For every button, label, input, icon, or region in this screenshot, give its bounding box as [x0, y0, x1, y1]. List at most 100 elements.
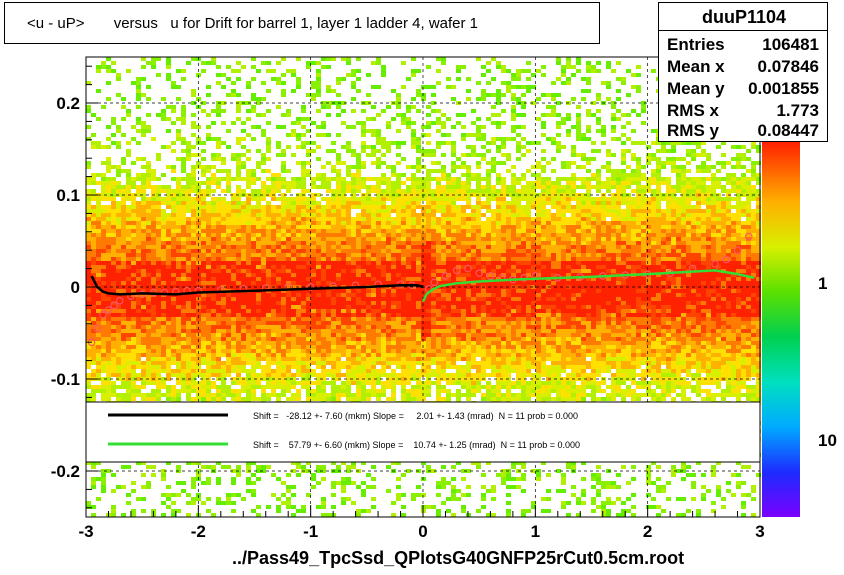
- heatmap-cell: [421, 265, 426, 269]
- heatmap-cell: [196, 293, 201, 297]
- heatmap-cell: [401, 369, 406, 373]
- heatmap-cell: [341, 385, 346, 389]
- heatmap-cell: [326, 289, 331, 293]
- heatmap-cell: [166, 397, 171, 401]
- heatmap-cell: [281, 205, 286, 209]
- heatmap-cell: [186, 361, 191, 365]
- heatmap-cell: [361, 205, 366, 209]
- heatmap-cell: [236, 117, 241, 121]
- heatmap-cell: [246, 85, 251, 89]
- heatmap-cell: [101, 353, 106, 357]
- heatmap-cell: [186, 373, 191, 377]
- heatmap-cell: [356, 305, 361, 309]
- heatmap-cell: [181, 253, 186, 257]
- heatmap-cell: [361, 329, 366, 333]
- heatmap-cell: [156, 185, 161, 189]
- heatmap-cell: [171, 373, 176, 377]
- heatmap-cell: [161, 233, 166, 237]
- heatmap-cell: [251, 325, 256, 329]
- heatmap-cell: [191, 241, 196, 245]
- heatmap-cell: [421, 237, 426, 241]
- heatmap-cell: [196, 209, 201, 213]
- heatmap-cell: [331, 225, 336, 229]
- heatmap-cell: [221, 205, 226, 209]
- heatmap-cell: [256, 101, 261, 105]
- heatmap-cell: [426, 381, 431, 385]
- heatmap-cell: [116, 125, 121, 129]
- heatmap-cell: [106, 313, 111, 317]
- heatmap-cell: [271, 385, 276, 389]
- heatmap-cell: [426, 337, 431, 341]
- heatmap-cell: [146, 221, 151, 225]
- heatmap-cell: [281, 177, 286, 181]
- heatmap-cell: [261, 273, 266, 277]
- heatmap-cell: [206, 245, 211, 249]
- heatmap-cell: [306, 337, 311, 341]
- heatmap-cell: [121, 237, 126, 241]
- heatmap-cell: [201, 293, 206, 297]
- heatmap-cell: [401, 261, 406, 265]
- heatmap-cell: [86, 137, 91, 141]
- heatmap-cell: [316, 305, 321, 309]
- heatmap-cell: [161, 117, 166, 121]
- heatmap-cell: [146, 337, 151, 341]
- heatmap-cell: [216, 153, 221, 157]
- heatmap-cell: [371, 273, 376, 277]
- heatmap-cell: [161, 325, 166, 329]
- heatmap-cell: [151, 261, 156, 265]
- heatmap-cell: [326, 185, 331, 189]
- heatmap-cell: [301, 201, 306, 205]
- heatmap-cell: [311, 237, 316, 241]
- heatmap-cell: [296, 57, 301, 61]
- heatmap-cell: [101, 341, 106, 345]
- heatmap-cell: [136, 337, 141, 341]
- heatmap-cell: [281, 153, 286, 157]
- heatmap-cell: [256, 257, 261, 261]
- heatmap-cell: [366, 237, 371, 241]
- heatmap-cell: [221, 329, 226, 333]
- heatmap-cell: [371, 317, 376, 321]
- heatmap-cell: [166, 389, 171, 393]
- heatmap-cell: [346, 385, 351, 389]
- heatmap-cell: [301, 125, 306, 129]
- heatmap-cell: [176, 389, 181, 393]
- heatmap-cell: [166, 201, 171, 205]
- heatmap-cell: [291, 209, 296, 213]
- heatmap-cell: [126, 249, 131, 253]
- heatmap-cell: [286, 309, 291, 313]
- heatmap-cell: [336, 113, 341, 117]
- heatmap-cell: [386, 125, 391, 129]
- heatmap-cell: [101, 333, 106, 337]
- heatmap-cell: [301, 249, 306, 253]
- heatmap-cell: [306, 65, 311, 69]
- heatmap-cell: [206, 249, 211, 253]
- heatmap-cell: [281, 281, 286, 285]
- heatmap-cell: [236, 305, 241, 309]
- heatmap-cell: [216, 341, 221, 345]
- heatmap-cell: [361, 337, 366, 341]
- heatmap-cell: [431, 93, 436, 97]
- heatmap-cell: [346, 381, 351, 385]
- heatmap-cell: [311, 213, 316, 217]
- heatmap-cell: [106, 469, 111, 473]
- heatmap-cell: [351, 365, 356, 369]
- heatmap-cell: [181, 329, 186, 333]
- heatmap-cell: [176, 245, 181, 249]
- heatmap-cell: [286, 217, 291, 221]
- heatmap-cell: [431, 353, 436, 357]
- heatmap-cell: [161, 253, 166, 257]
- heatmap-cell: [321, 505, 326, 509]
- heatmap-cell: [391, 289, 396, 293]
- heatmap-cell: [296, 389, 301, 393]
- heatmap-cell: [406, 105, 411, 109]
- heatmap-cell: [91, 485, 96, 489]
- heatmap-cell: [221, 321, 226, 325]
- heatmap-cell: [316, 273, 321, 277]
- heatmap-cell: [116, 141, 121, 145]
- heatmap-cell: [256, 469, 261, 473]
- heatmap-cell: [321, 345, 326, 349]
- heatmap-cell: [346, 373, 351, 377]
- heatmap-cell: [86, 277, 91, 281]
- heatmap-cell: [201, 285, 206, 289]
- heatmap-cell: [186, 389, 191, 393]
